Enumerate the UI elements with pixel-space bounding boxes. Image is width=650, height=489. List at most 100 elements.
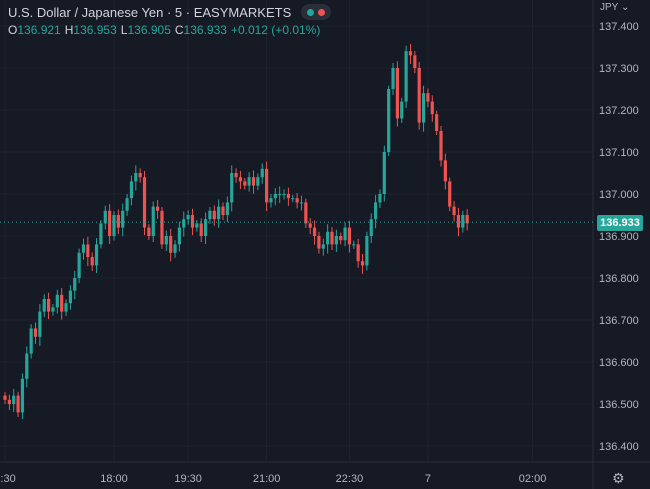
candle — [430, 95, 434, 122]
candle-body — [360, 261, 365, 266]
candle — [408, 44, 413, 64]
candle — [94, 238, 99, 273]
candle-body — [81, 244, 86, 253]
market-status-badge[interactable] — [301, 4, 332, 20]
currency-selector[interactable]: JPY ⌄ — [600, 2, 630, 13]
candle — [38, 304, 42, 346]
candle-body — [142, 177, 147, 228]
candle-body — [260, 168, 264, 178]
y-tick-label: 136.700 — [599, 315, 639, 327]
candle-body — [251, 177, 256, 186]
candle-body — [352, 244, 356, 246]
candle — [387, 85, 391, 157]
candle-body — [347, 227, 352, 245]
candle — [199, 218, 203, 243]
candle-body — [426, 93, 430, 102]
symbol-title[interactable]: U.S. Dollar / Japanese Yen · 5 · EASYMAR… — [8, 4, 292, 20]
candle-body — [108, 210, 112, 236]
candle-body — [356, 244, 360, 262]
candle — [33, 322, 38, 344]
candle-body — [38, 311, 42, 337]
status-dot-icon — [318, 8, 326, 16]
y-tick-label: 136.600 — [599, 357, 639, 369]
candle-body — [7, 399, 11, 404]
y-tick-label: 137.100 — [599, 147, 639, 159]
candle-body — [195, 223, 199, 228]
candle — [29, 324, 33, 359]
candle-body — [173, 244, 177, 253]
y-tick-label: 137.200 — [599, 105, 639, 117]
candle — [382, 145, 386, 202]
candle — [177, 221, 181, 252]
candle — [182, 211, 186, 237]
candle-body — [129, 181, 134, 199]
candle-body — [461, 215, 465, 228]
y-tick-label: 136.500 — [599, 399, 639, 411]
candle — [243, 178, 247, 190]
candle — [352, 240, 356, 249]
candle-body — [278, 194, 282, 195]
candle — [378, 189, 382, 208]
candle-body — [456, 215, 461, 228]
candle-body — [16, 395, 20, 413]
candle — [125, 194, 129, 216]
candle — [435, 110, 439, 136]
candle — [347, 220, 352, 253]
candle — [343, 222, 347, 247]
candle-body — [365, 236, 369, 266]
candle-body — [247, 177, 251, 186]
x-tick-label: 22:30 — [336, 473, 364, 485]
candle-body — [12, 395, 16, 404]
gear-icon[interactable]: ⚙ — [612, 470, 625, 486]
candle-body — [265, 168, 269, 203]
candle-body — [369, 219, 373, 236]
candle-body — [151, 206, 155, 236]
candle-body — [430, 101, 434, 115]
candle — [230, 165, 234, 212]
candle-body — [182, 219, 186, 228]
candle-body — [86, 244, 90, 257]
candle-body — [134, 173, 138, 182]
time-axis[interactable]: 6:30 18:00 19:30 21:00 22:30 7 02:00 — [0, 473, 546, 485]
candle — [439, 125, 443, 167]
ohlc-close: C136.933 — [174, 23, 227, 37]
candle-body — [190, 215, 195, 228]
candle-body — [77, 252, 81, 278]
candle-body — [203, 219, 208, 236]
candle — [465, 209, 469, 231]
candle-body — [230, 173, 234, 203]
y-tick-label: 136.800 — [599, 273, 639, 285]
candle-body — [343, 227, 347, 241]
candle — [247, 172, 251, 192]
candle — [299, 195, 304, 211]
candle-body — [308, 223, 312, 228]
candlestick-series — [3, 44, 469, 419]
candle — [121, 203, 125, 237]
ohlc-low: L136.905 — [120, 23, 171, 37]
candle-body — [221, 206, 225, 215]
candle — [295, 193, 299, 209]
candle — [112, 211, 116, 241]
candle-body — [238, 177, 243, 182]
candle-body — [64, 303, 68, 312]
candle — [217, 199, 221, 228]
candle — [321, 238, 325, 256]
candle-body — [273, 194, 277, 199]
candle-body — [317, 236, 321, 249]
candle — [108, 204, 112, 245]
candle-body — [448, 181, 452, 207]
candle — [278, 186, 282, 204]
candle-body — [138, 173, 142, 178]
candle — [456, 207, 461, 237]
x-tick-label: 19:30 — [174, 473, 202, 485]
candle-body — [330, 231, 334, 245]
price-axis[interactable]: 137.400 137.300 137.200 137.100 137.000 136.9… — [599, 21, 639, 453]
x-tick-label: 21:00 — [253, 473, 281, 485]
candle — [151, 201, 155, 243]
candle — [251, 170, 256, 194]
candle — [60, 288, 64, 320]
ohlc-legend: O136.921 H136.953 L136.905 C136.933 +0.0… — [8, 23, 331, 37]
candle-body — [387, 89, 391, 152]
x-tick-label: 6:30 — [0, 473, 16, 485]
